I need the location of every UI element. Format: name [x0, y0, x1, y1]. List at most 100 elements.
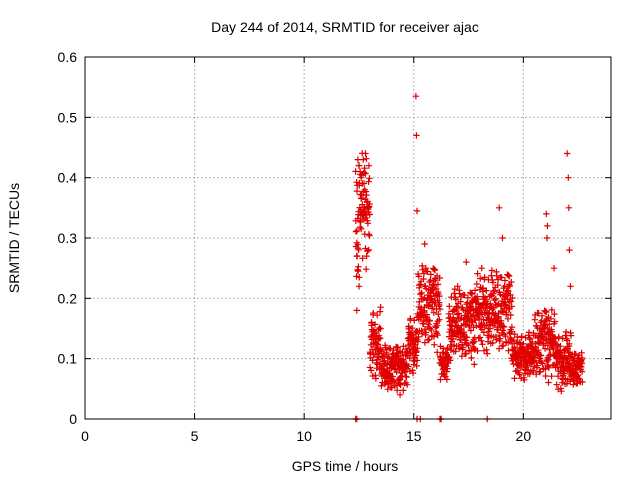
data-point — [502, 332, 509, 340]
data-point — [526, 370, 533, 377]
data-point — [413, 347, 420, 355]
data-point — [366, 211, 373, 218]
data-point — [470, 345, 478, 352]
data-point — [565, 360, 572, 368]
data-point — [505, 272, 512, 279]
data-point — [366, 175, 373, 182]
data-point — [565, 174, 572, 181]
data-point — [463, 334, 471, 341]
data-point — [420, 275, 427, 283]
data-point — [358, 195, 365, 202]
data-point — [579, 378, 586, 386]
data-point — [409, 324, 416, 332]
data-point — [459, 344, 467, 351]
data-point — [501, 277, 509, 284]
y-tick-label: 0.5 — [58, 109, 78, 125]
x-tick-label: 0 — [81, 428, 89, 444]
data-point — [578, 360, 585, 367]
data-point — [506, 282, 513, 290]
data-point — [461, 292, 468, 299]
data-point — [486, 310, 493, 318]
data-point — [463, 340, 471, 348]
data-point — [550, 345, 557, 352]
data-point — [352, 228, 360, 235]
data-point — [425, 336, 433, 343]
data-point — [406, 354, 413, 362]
data-point — [506, 273, 513, 280]
data-point — [414, 345, 421, 352]
data-point — [482, 296, 490, 303]
data-point — [456, 290, 463, 297]
data-point — [489, 279, 497, 286]
x-tick-label: 15 — [406, 428, 422, 444]
data-point — [377, 304, 384, 311]
data-point — [570, 381, 577, 388]
data-point — [355, 283, 363, 290]
data-point — [364, 247, 371, 255]
data-point — [484, 350, 491, 357]
data-point — [555, 333, 562, 340]
data-point — [476, 315, 483, 322]
data-point — [365, 246, 372, 254]
data-point — [452, 296, 460, 303]
data-point — [361, 165, 368, 172]
data-point — [455, 310, 462, 317]
data-point — [490, 290, 497, 297]
data-point — [545, 379, 552, 386]
data-point — [547, 315, 555, 322]
data-point — [492, 310, 499, 318]
data-point — [562, 328, 570, 336]
data-point — [357, 218, 364, 226]
data-point — [564, 150, 571, 157]
data-point — [539, 360, 546, 367]
data-point — [456, 345, 463, 352]
plot-frame — [84, 56, 612, 420]
data-point — [430, 333, 438, 340]
data-point — [424, 268, 431, 275]
data-point — [358, 225, 365, 233]
data-point — [363, 266, 370, 273]
data-point — [413, 207, 421, 215]
data-point — [468, 354, 475, 362]
data-point — [378, 382, 385, 390]
data-point — [548, 306, 555, 314]
data-point — [543, 308, 550, 316]
data-point — [465, 342, 472, 349]
data-point — [364, 198, 371, 205]
data-point — [481, 274, 488, 281]
data-point — [511, 375, 518, 382]
data-point — [405, 363, 412, 370]
data-point — [505, 339, 512, 346]
data-point — [415, 333, 422, 341]
data-point — [468, 303, 475, 310]
data-point — [551, 310, 558, 318]
data-point — [478, 337, 485, 344]
data-point — [412, 93, 420, 100]
data-point — [497, 335, 504, 342]
data-point — [353, 273, 360, 280]
data-point — [396, 391, 404, 398]
data-point — [444, 365, 451, 372]
data-point — [355, 263, 362, 270]
data-point — [565, 204, 573, 211]
data-point — [362, 170, 369, 177]
data-point — [536, 339, 543, 346]
data-point — [404, 381, 411, 388]
data-point — [432, 276, 439, 284]
data-point — [353, 252, 360, 260]
data-point — [436, 316, 443, 323]
data-point — [436, 274, 443, 282]
data-point — [463, 258, 470, 266]
data-point — [444, 344, 451, 352]
data-point — [356, 274, 363, 281]
data-point — [431, 267, 439, 274]
data-point — [526, 334, 533, 342]
data-point — [372, 375, 380, 382]
data-point — [468, 290, 475, 297]
data-point — [362, 150, 369, 157]
data-point — [387, 345, 394, 352]
data-point — [377, 325, 384, 332]
axes: 0 0.1 0.2 0.3 0.4 0.5 0.6 0 5 10 15 20 — [58, 49, 611, 444]
data-point — [389, 377, 396, 385]
